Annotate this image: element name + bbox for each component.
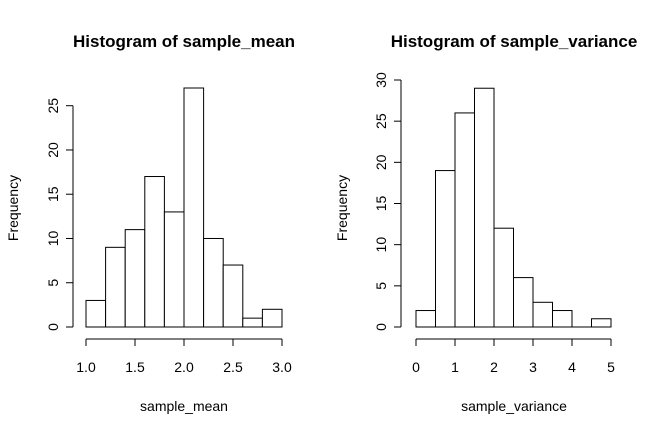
x-tick-label: 1 xyxy=(451,359,459,375)
histogram-bar xyxy=(124,229,146,328)
y-tick-label: 20 xyxy=(45,142,61,158)
histogram-bar xyxy=(454,112,475,328)
y-axis: 0 5 10 15 20 25 30 xyxy=(373,72,402,331)
histogram-bar xyxy=(85,299,107,328)
x-tick-label: 3 xyxy=(529,359,537,375)
x-tick-label: 4 xyxy=(568,359,576,375)
y-tick-label: 15 xyxy=(45,186,61,202)
y-tick-label: 20 xyxy=(373,154,389,170)
y-tick-label: 0 xyxy=(45,323,61,331)
x-tick-label: 1.0 xyxy=(76,359,96,375)
y-tick-label: 5 xyxy=(45,279,61,287)
y-tick-label: 15 xyxy=(373,196,389,212)
y-axis-label: Frequency xyxy=(5,175,21,241)
histogram-bar xyxy=(183,87,205,328)
x-tick-label: 2.5 xyxy=(223,359,243,375)
histogram-bar xyxy=(474,87,495,328)
y-tick-label: 10 xyxy=(45,230,61,246)
x-tick-label: 5 xyxy=(607,359,615,375)
x-axis-label: sample_variance xyxy=(461,398,567,414)
histogram-bar xyxy=(493,227,514,328)
histogram-bar xyxy=(532,301,553,328)
histogram-bar xyxy=(203,237,224,328)
x-tick-label: 2.0 xyxy=(174,359,194,375)
histogram-bar xyxy=(144,176,165,328)
histogram-bar xyxy=(513,277,534,328)
histogram-bar xyxy=(105,246,126,328)
chart-title: Histogram of sample_variance xyxy=(391,32,638,51)
histogram-bar xyxy=(415,310,436,328)
x-axis-label: sample_mean xyxy=(140,398,228,414)
histogram-bar xyxy=(552,310,573,328)
chart-title: Histogram of sample_mean xyxy=(73,32,295,51)
y-tick-label: 5 xyxy=(373,282,389,290)
histogram-bar xyxy=(242,317,263,328)
bars xyxy=(415,87,612,328)
histogram-bar xyxy=(435,170,456,328)
x-tick-label: 1.5 xyxy=(125,359,145,375)
histogram-bar xyxy=(163,211,185,328)
x-axis: 0 1 2 3 4 5 xyxy=(412,338,615,375)
histogram-panel-sample-variance: Histogram of sample_variance sample_vari… xyxy=(334,32,637,414)
bars xyxy=(85,87,283,328)
y-axis-label: Frequency xyxy=(334,175,350,241)
histogram-bar xyxy=(261,308,283,328)
x-tick-label: 0 xyxy=(412,359,420,375)
y-axis: 0 5 10 15 20 25 xyxy=(45,98,74,331)
y-tick-label: 10 xyxy=(373,237,389,253)
histogram-panel-sample-mean: Histogram of sample_mean sample_mean Fre… xyxy=(5,32,295,414)
histogram-bar xyxy=(591,318,612,328)
y-tick-label: 0 xyxy=(373,323,389,331)
x-axis: 1.0 1.5 2.0 2.5 3.0 xyxy=(76,338,292,375)
x-tick-label: 3.0 xyxy=(272,359,292,375)
y-tick-label: 30 xyxy=(373,72,389,88)
y-tick-label: 25 xyxy=(373,113,389,129)
x-tick-label: 2 xyxy=(490,359,498,375)
histogram-bar xyxy=(222,264,244,328)
y-tick-label: 25 xyxy=(45,98,61,114)
